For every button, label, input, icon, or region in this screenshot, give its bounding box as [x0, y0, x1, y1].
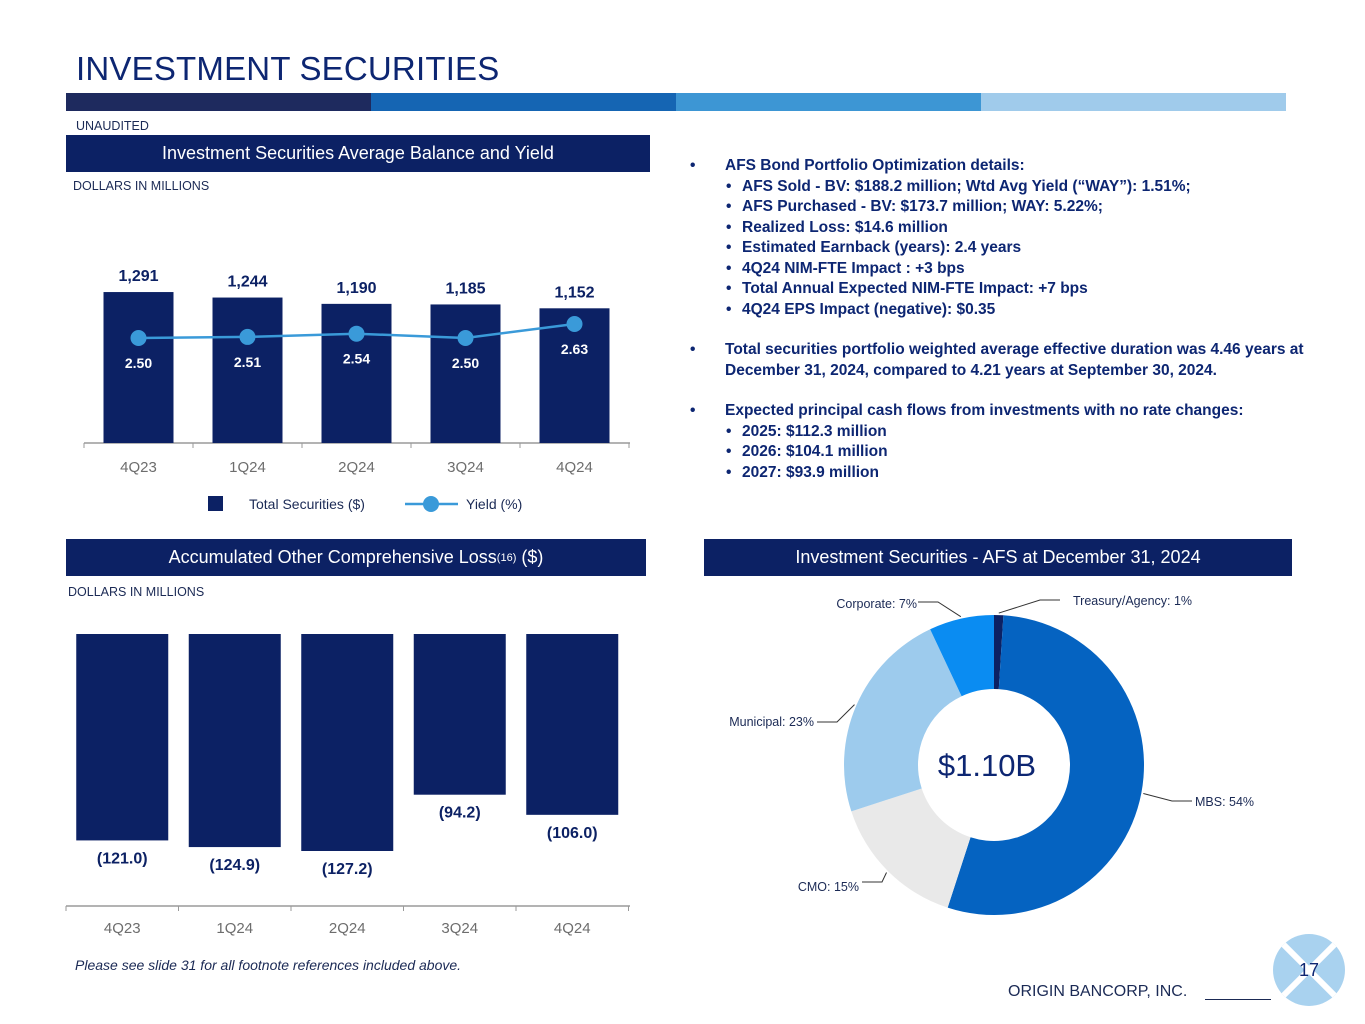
donut-slice-label: MBS: 54% [1195, 795, 1254, 809]
legend-line-label: Yield (%) [466, 496, 522, 512]
donut-slice [947, 615, 1144, 915]
bar-aocl [526, 634, 619, 815]
page-title: INVESTMENT SECURITIES [76, 50, 500, 87]
yield-value-label: 2.51 [234, 354, 261, 370]
title-color-bar [66, 93, 1286, 111]
afs-composition-donut: Treasury/Agency: 1% MBS: 54% CMO: 15% Munic… [729, 594, 1254, 915]
donut-slice-label: CMO: 15% [798, 880, 859, 894]
afs-bullets: AFS Bond Portfolio Optimization details:… [690, 156, 1330, 483]
bar-value-label: 1,291 [118, 268, 158, 285]
bullet-cash-flow-2026: 2026: $104.1 million [690, 442, 1330, 463]
yield-point [566, 316, 583, 332]
x-tick-label: 4Q24 [556, 459, 593, 476]
bullet-afs-purchased: AFS Purchased - BV: $173.7 million; WAY:… [690, 197, 1330, 218]
donut-slice [851, 788, 971, 908]
bar-value-label: (94.2) [439, 805, 481, 822]
x-tick-label: 3Q24 [447, 459, 484, 476]
bar-value-label: 1,190 [336, 280, 376, 297]
bar-value-label: 1,185 [445, 280, 485, 297]
afs-composition-header: Investment Securities - AFS at December … [704, 539, 1292, 576]
aocl-header-footnote: (16) [496, 551, 517, 564]
x-tick-label: 4Q23 [120, 459, 157, 476]
donut-leader-line [817, 704, 855, 723]
bar-value-label: (124.9) [209, 857, 260, 874]
color-bar-segment-2 [371, 93, 676, 111]
x-tick-label: 4Q23 [104, 920, 141, 937]
bar-value-label: 1,152 [554, 284, 594, 301]
footnote: Please see slide 31 for all footnote ref… [75, 957, 462, 973]
bar-aocl [413, 634, 506, 795]
donut-leader-line [862, 872, 887, 883]
aocl-header: Accumulated Other Comprehensive Loss (16)… [66, 539, 646, 576]
company-name: ORIGIN BANCORP, INC. [1008, 983, 1188, 1000]
donut-slice [994, 615, 1004, 690]
bar-value-label: (121.0) [97, 850, 148, 867]
donut-center-total: $1.10B [938, 748, 1036, 783]
bar-value-label: (127.2) [322, 861, 373, 878]
footer-rule [1205, 999, 1271, 1000]
bullet-cash-flow-2025: 2025: $112.3 million [690, 422, 1330, 443]
donut-leader-line [918, 601, 962, 618]
yield-point [457, 330, 474, 346]
bullet-spacer [690, 320, 1330, 340]
bar-aocl [76, 634, 169, 841]
donut-slice-label: Treasury/Agency: 1% [1073, 594, 1192, 608]
origin-logo-icon [1273, 934, 1345, 1006]
yield-value-label: 2.54 [343, 351, 370, 367]
x-tick-label: 4Q24 [554, 920, 591, 937]
bullet-eps-impact: 4Q24 EPS Impact (negative): $0.35 [690, 300, 1330, 321]
yield-value-label: 2.50 [452, 355, 479, 371]
bar-total-securities [430, 304, 501, 443]
yield-value-label: 2.50 [125, 355, 152, 371]
aocl-chart: (121.0) 4Q23 (124.9) 1Q24 (127.2) 2Q24 (94.2) 3… [65, 634, 630, 937]
x-tick-label: 1Q24 [216, 920, 253, 937]
color-bar-segment-4 [981, 93, 1286, 111]
bullet-earnback: Estimated Earnback (years): 2.4 years [690, 238, 1330, 259]
yield-point [130, 330, 147, 346]
bar-total-securities [103, 292, 174, 443]
yield-point [239, 328, 256, 345]
color-bar-segment-1 [66, 93, 371, 111]
bar-total-securities [212, 297, 283, 443]
bullet-spacer [690, 381, 1330, 401]
x-tick-label: 1Q24 [229, 459, 266, 476]
page-number: 17 [1299, 960, 1320, 980]
yield-point [348, 325, 365, 342]
donut-leader-line [998, 599, 1060, 614]
donut-slice [930, 615, 994, 697]
aocl-units: DOLLARS IN MILLIONS [68, 585, 205, 599]
balance-yield-chart: 1,291 4Q23 1,244 1Q24 1,190 2Q24 1,185 3Q24 1,15… [83, 268, 630, 512]
bullet-realized-loss: Realized Loss: $14.6 million [690, 218, 1330, 239]
legend-line-marker [423, 496, 439, 512]
x-tick-label: 3Q24 [441, 920, 478, 937]
color-bar-segment-3 [676, 93, 981, 111]
aocl-header-text: Accumulated Other Comprehensive Loss [168, 547, 497, 567]
bar-aocl [301, 634, 394, 851]
yield-value-label: 2.63 [561, 341, 588, 357]
x-tick-label: 2Q24 [338, 459, 375, 476]
bullet-annual-nim-impact: Total Annual Expected NIM-FTE Impact: +7… [690, 279, 1330, 300]
bar-value-label: 1,244 [227, 274, 267, 291]
bullet-afs-sold: AFS Sold - BV: $188.2 million; Wtd Avg Y… [690, 177, 1330, 198]
bullet-duration: Total securities portfolio weighted aver… [690, 340, 1330, 381]
aocl-header-suffix: ($) [516, 547, 544, 567]
donut-slice-label: Municipal: 23% [729, 715, 814, 729]
bar-value-label: (106.0) [547, 825, 598, 842]
legend-bar-swatch [208, 496, 223, 511]
donut-leader-line [1143, 792, 1192, 802]
bullet-cash-flows: Expected principal cash flows from inves… [690, 401, 1330, 422]
donut-slice [844, 629, 962, 812]
donut-slice-label: Corporate: 7% [836, 597, 917, 611]
bar-aocl [188, 634, 281, 848]
x-tick-label: 2Q24 [329, 920, 366, 937]
balance-yield-header: Investment Securities Average Balance an… [66, 135, 650, 172]
bullet-afs-optimization: AFS Bond Portfolio Optimization details: [690, 156, 1330, 177]
balance-yield-units: DOLLARS IN MILLIONS [73, 179, 210, 193]
unaudited-label: UNAUDITED [76, 119, 149, 133]
bullet-nim-impact: 4Q24 NIM-FTE Impact : +3 bps [690, 259, 1330, 280]
logo-x-mark-icon [1278, 939, 1340, 1001]
bullet-cash-flow-2027: 2027: $93.9 million [690, 463, 1330, 484]
legend-bar-label: Total Securities ($) [249, 496, 365, 512]
